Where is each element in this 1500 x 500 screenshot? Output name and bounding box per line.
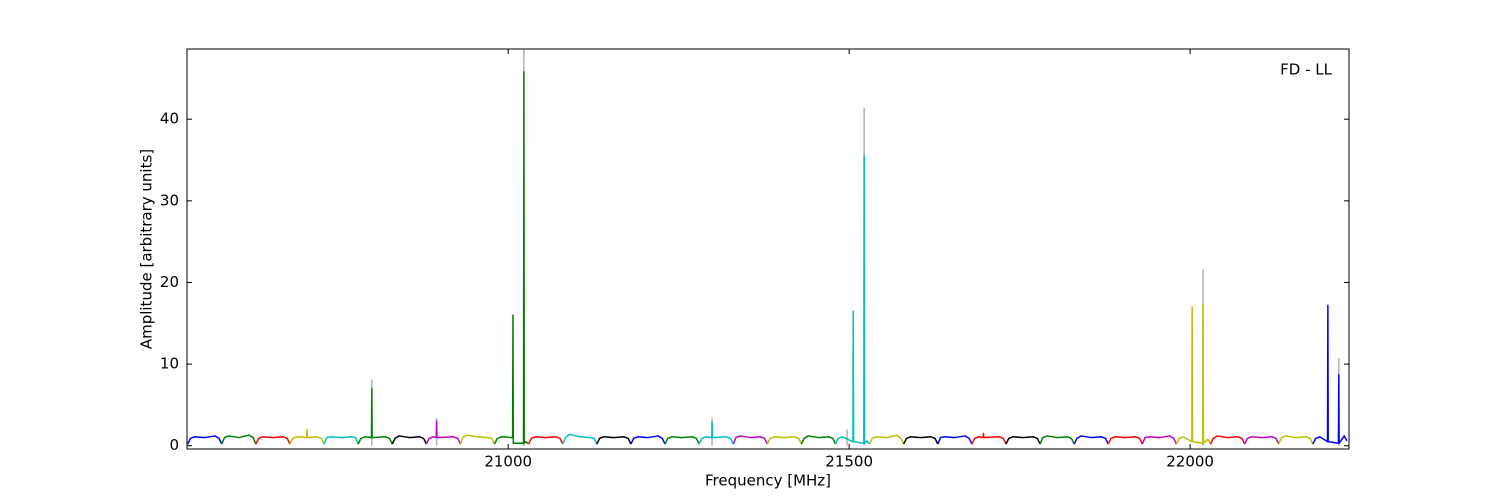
series-line <box>493 71 530 445</box>
y-tick-label: 30 <box>160 191 179 209</box>
y-tick-label: 40 <box>160 110 179 128</box>
series-line <box>1073 435 1109 445</box>
series-line <box>971 432 1007 445</box>
series-line <box>1243 436 1280 445</box>
series-line <box>1107 436 1144 445</box>
series-line <box>323 436 359 445</box>
series-line <box>187 435 223 445</box>
series-line <box>1141 435 1178 445</box>
series-line <box>732 435 768 445</box>
series-line <box>425 420 462 445</box>
series-line <box>937 435 973 445</box>
series-line <box>1039 435 1075 445</box>
series-line <box>800 435 837 445</box>
series-line <box>562 433 598 445</box>
series-line <box>698 421 734 445</box>
y-tick-label: 0 <box>169 436 179 454</box>
y-tick-label: 20 <box>160 273 179 291</box>
series-line <box>630 435 666 445</box>
series-line <box>527 436 564 445</box>
series-line <box>289 428 325 445</box>
series-line <box>1005 436 1041 445</box>
series-line <box>834 155 871 445</box>
series-line <box>1278 435 1314 445</box>
plot-frame <box>186 48 1350 450</box>
annotation: FD - LL <box>1280 61 1332 79</box>
x-tick-label: 21000 <box>484 453 532 471</box>
series-line <box>596 436 632 445</box>
series-line <box>357 387 393 445</box>
series-line <box>221 434 257 445</box>
y-tick-label: 10 <box>160 355 179 373</box>
x-tick-label: 21500 <box>825 453 873 471</box>
series-line <box>903 436 939 445</box>
series-line <box>664 436 700 445</box>
series-line <box>766 436 803 445</box>
series-line <box>868 434 905 445</box>
series-line <box>459 434 496 445</box>
x-tick-label: 22000 <box>1166 453 1214 471</box>
series-line <box>1312 304 1348 445</box>
x-axis-label: Frequency [MHz] <box>705 472 831 490</box>
series-line <box>391 435 428 445</box>
plot-marks <box>187 49 1348 446</box>
series-line <box>1175 303 1212 445</box>
y-axis-label: Amplitude [arbitrary units] <box>138 149 156 349</box>
series-line <box>255 436 291 445</box>
series-line <box>1209 435 1246 445</box>
